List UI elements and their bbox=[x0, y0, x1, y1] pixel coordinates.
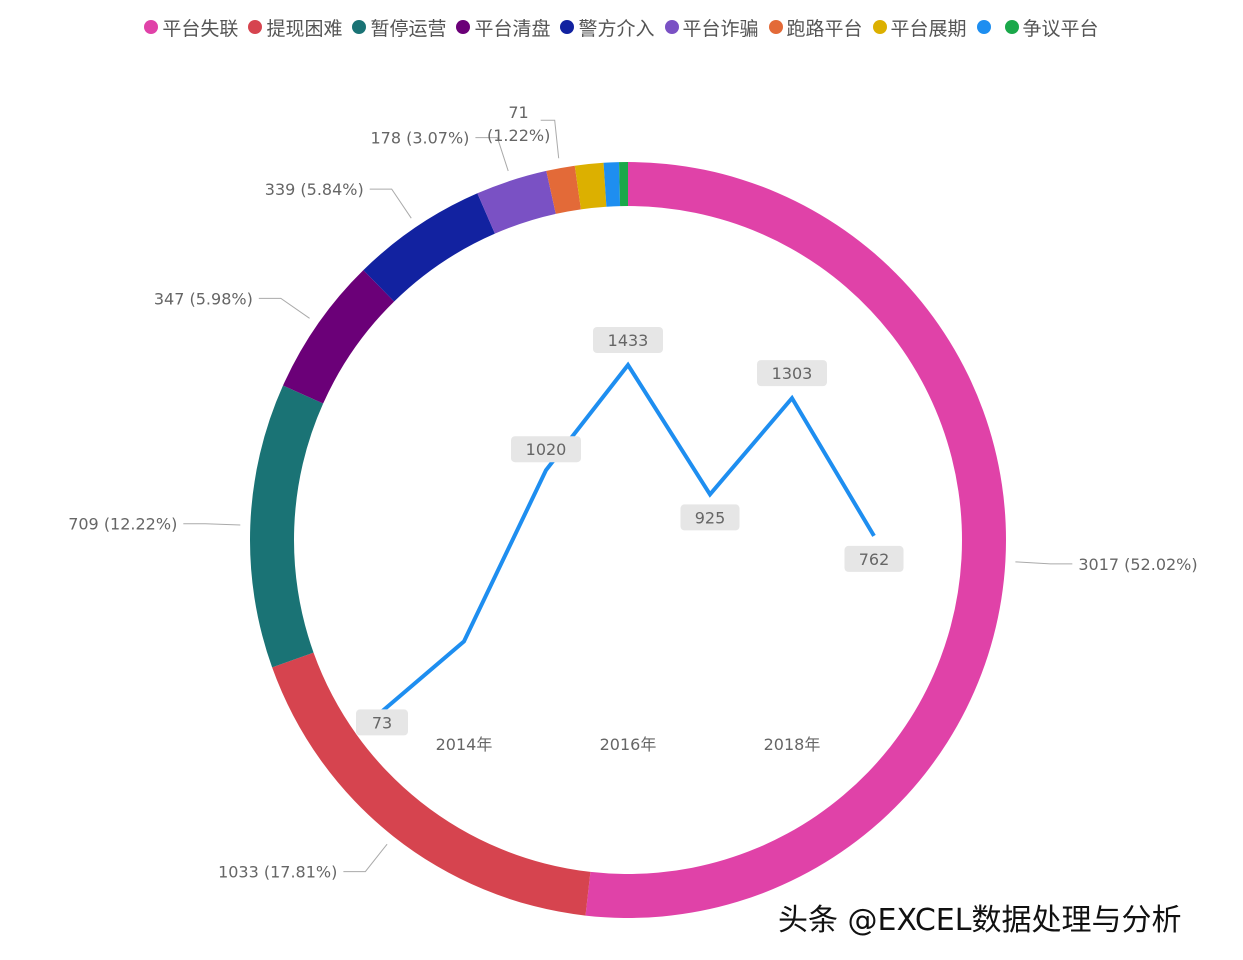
legend-item[interactable]: 暂停运营 bbox=[352, 14, 446, 41]
legend-item[interactable]: 跑路平台 bbox=[768, 14, 863, 41]
legend-item[interactable] bbox=[976, 20, 995, 34]
point-label-box bbox=[593, 327, 663, 353]
x-tick-label: 2016年 bbox=[600, 735, 657, 754]
slice-label: 339 (5.84%) bbox=[265, 180, 364, 199]
label-leader-line bbox=[183, 523, 241, 526]
point-label-text: 73 bbox=[372, 713, 392, 732]
legend-swatch bbox=[144, 20, 159, 34]
legend-label: 警方介入 bbox=[578, 17, 655, 40]
point-label-text: 1020 bbox=[526, 440, 567, 459]
point-label-text: 762 bbox=[859, 550, 890, 569]
point-label-box bbox=[356, 709, 408, 736]
donut-slice[interactable] bbox=[574, 162, 607, 210]
legend-item[interactable]: 提现困难 bbox=[248, 14, 342, 41]
legend-item[interactable]: 平台失联 bbox=[144, 14, 238, 41]
legend-label: 平台展期 bbox=[890, 17, 967, 40]
point-label-box bbox=[680, 504, 740, 531]
watermark: 头条 @EXCEL数据处理与分析 bbox=[778, 903, 1182, 938]
label-leader-line bbox=[369, 188, 412, 219]
donut-slice[interactable] bbox=[282, 270, 395, 404]
x-tick-label: 2018年 bbox=[764, 735, 821, 754]
donut-slice[interactable] bbox=[619, 162, 628, 207]
donut-slice[interactable] bbox=[272, 652, 591, 916]
legend-swatch bbox=[664, 20, 679, 34]
legend-item[interactable]: 争议平台 bbox=[1004, 14, 1099, 41]
label-leader-line bbox=[343, 843, 388, 873]
donut-slice[interactable] bbox=[363, 193, 495, 302]
point-label-box bbox=[757, 360, 827, 387]
point-label: 1433 bbox=[593, 327, 663, 353]
donut-slice[interactable] bbox=[546, 165, 581, 214]
label-leader-line bbox=[540, 119, 560, 159]
point-label-text: 925 bbox=[695, 508, 726, 527]
donut-slice[interactable] bbox=[477, 170, 556, 234]
legend-swatch bbox=[1004, 20, 1019, 34]
legend-label: 争议平台 bbox=[1022, 17, 1099, 40]
legend-label: 平台诈骗 bbox=[682, 17, 759, 40]
point-label: 1303 bbox=[757, 360, 827, 387]
legend-label: 暂停运营 bbox=[370, 17, 447, 40]
donut-chart bbox=[249, 162, 1007, 918]
legend-label: 提现困难 bbox=[266, 17, 343, 40]
donut-slice[interactable] bbox=[249, 385, 324, 668]
slice-label: 709 (12.22%) bbox=[68, 515, 177, 534]
slice-label: 1033 (17.81%) bbox=[218, 863, 337, 882]
point-label: 73 bbox=[356, 709, 408, 736]
slice-label: 347 (5.98%) bbox=[154, 289, 253, 308]
legend-swatch bbox=[976, 20, 991, 34]
point-label-text: 1433 bbox=[608, 331, 649, 350]
trend-line-chart: 73 1020 1433 925 1303 762 2014年 2016年 2018年 bbox=[356, 327, 904, 754]
slice-label-leaders: 3017 (52.02%) 1033 (17.81%) 709 (12.22%) 34… bbox=[68, 103, 1197, 881]
slice-label: 3017 (52.02%) bbox=[1078, 555, 1197, 574]
point-label-text: 1303 bbox=[772, 364, 813, 383]
point-label-box bbox=[844, 545, 904, 572]
legend-swatch bbox=[768, 20, 783, 34]
label-leader-line bbox=[475, 137, 509, 172]
legend-item[interactable]: 平台清盘 bbox=[456, 14, 550, 41]
slice-label: (1.22%) bbox=[487, 126, 550, 145]
donut-slice[interactable] bbox=[603, 162, 621, 207]
legend-item[interactable]: 平台诈骗 bbox=[664, 14, 759, 41]
label-leader-line bbox=[258, 297, 310, 319]
legend-swatch bbox=[872, 20, 887, 34]
legend-swatch bbox=[560, 20, 575, 34]
label-leader-line bbox=[1015, 561, 1073, 565]
x-tick-label: 2014年 bbox=[436, 735, 493, 754]
legend-item[interactable]: 警方介入 bbox=[560, 14, 655, 41]
point-label-box bbox=[511, 436, 581, 463]
slice-label: 71 bbox=[508, 103, 528, 122]
legend-swatch bbox=[248, 20, 263, 34]
legend-label: 平台失联 bbox=[162, 17, 239, 40]
legend: 平台失联 提现困难 暂停运营 平台清盘 警方介入 平台诈骗 跑路平台 平台展期 争议平台 bbox=[0, 12, 1243, 42]
trend-line[interactable] bbox=[380, 361, 876, 713]
legend-label: 跑路平台 bbox=[786, 17, 863, 40]
legend-swatch bbox=[456, 20, 471, 34]
legend-swatch bbox=[352, 20, 367, 34]
donut-slice[interactable] bbox=[585, 162, 1007, 918]
point-label: 1020 bbox=[511, 436, 581, 463]
legend-label: 平台清盘 bbox=[474, 17, 551, 40]
point-label: 762 bbox=[844, 545, 904, 572]
slice-label: 178 (3.07%) bbox=[370, 129, 469, 148]
legend-item[interactable]: 平台展期 bbox=[872, 14, 967, 41]
point-label: 925 bbox=[680, 504, 740, 531]
